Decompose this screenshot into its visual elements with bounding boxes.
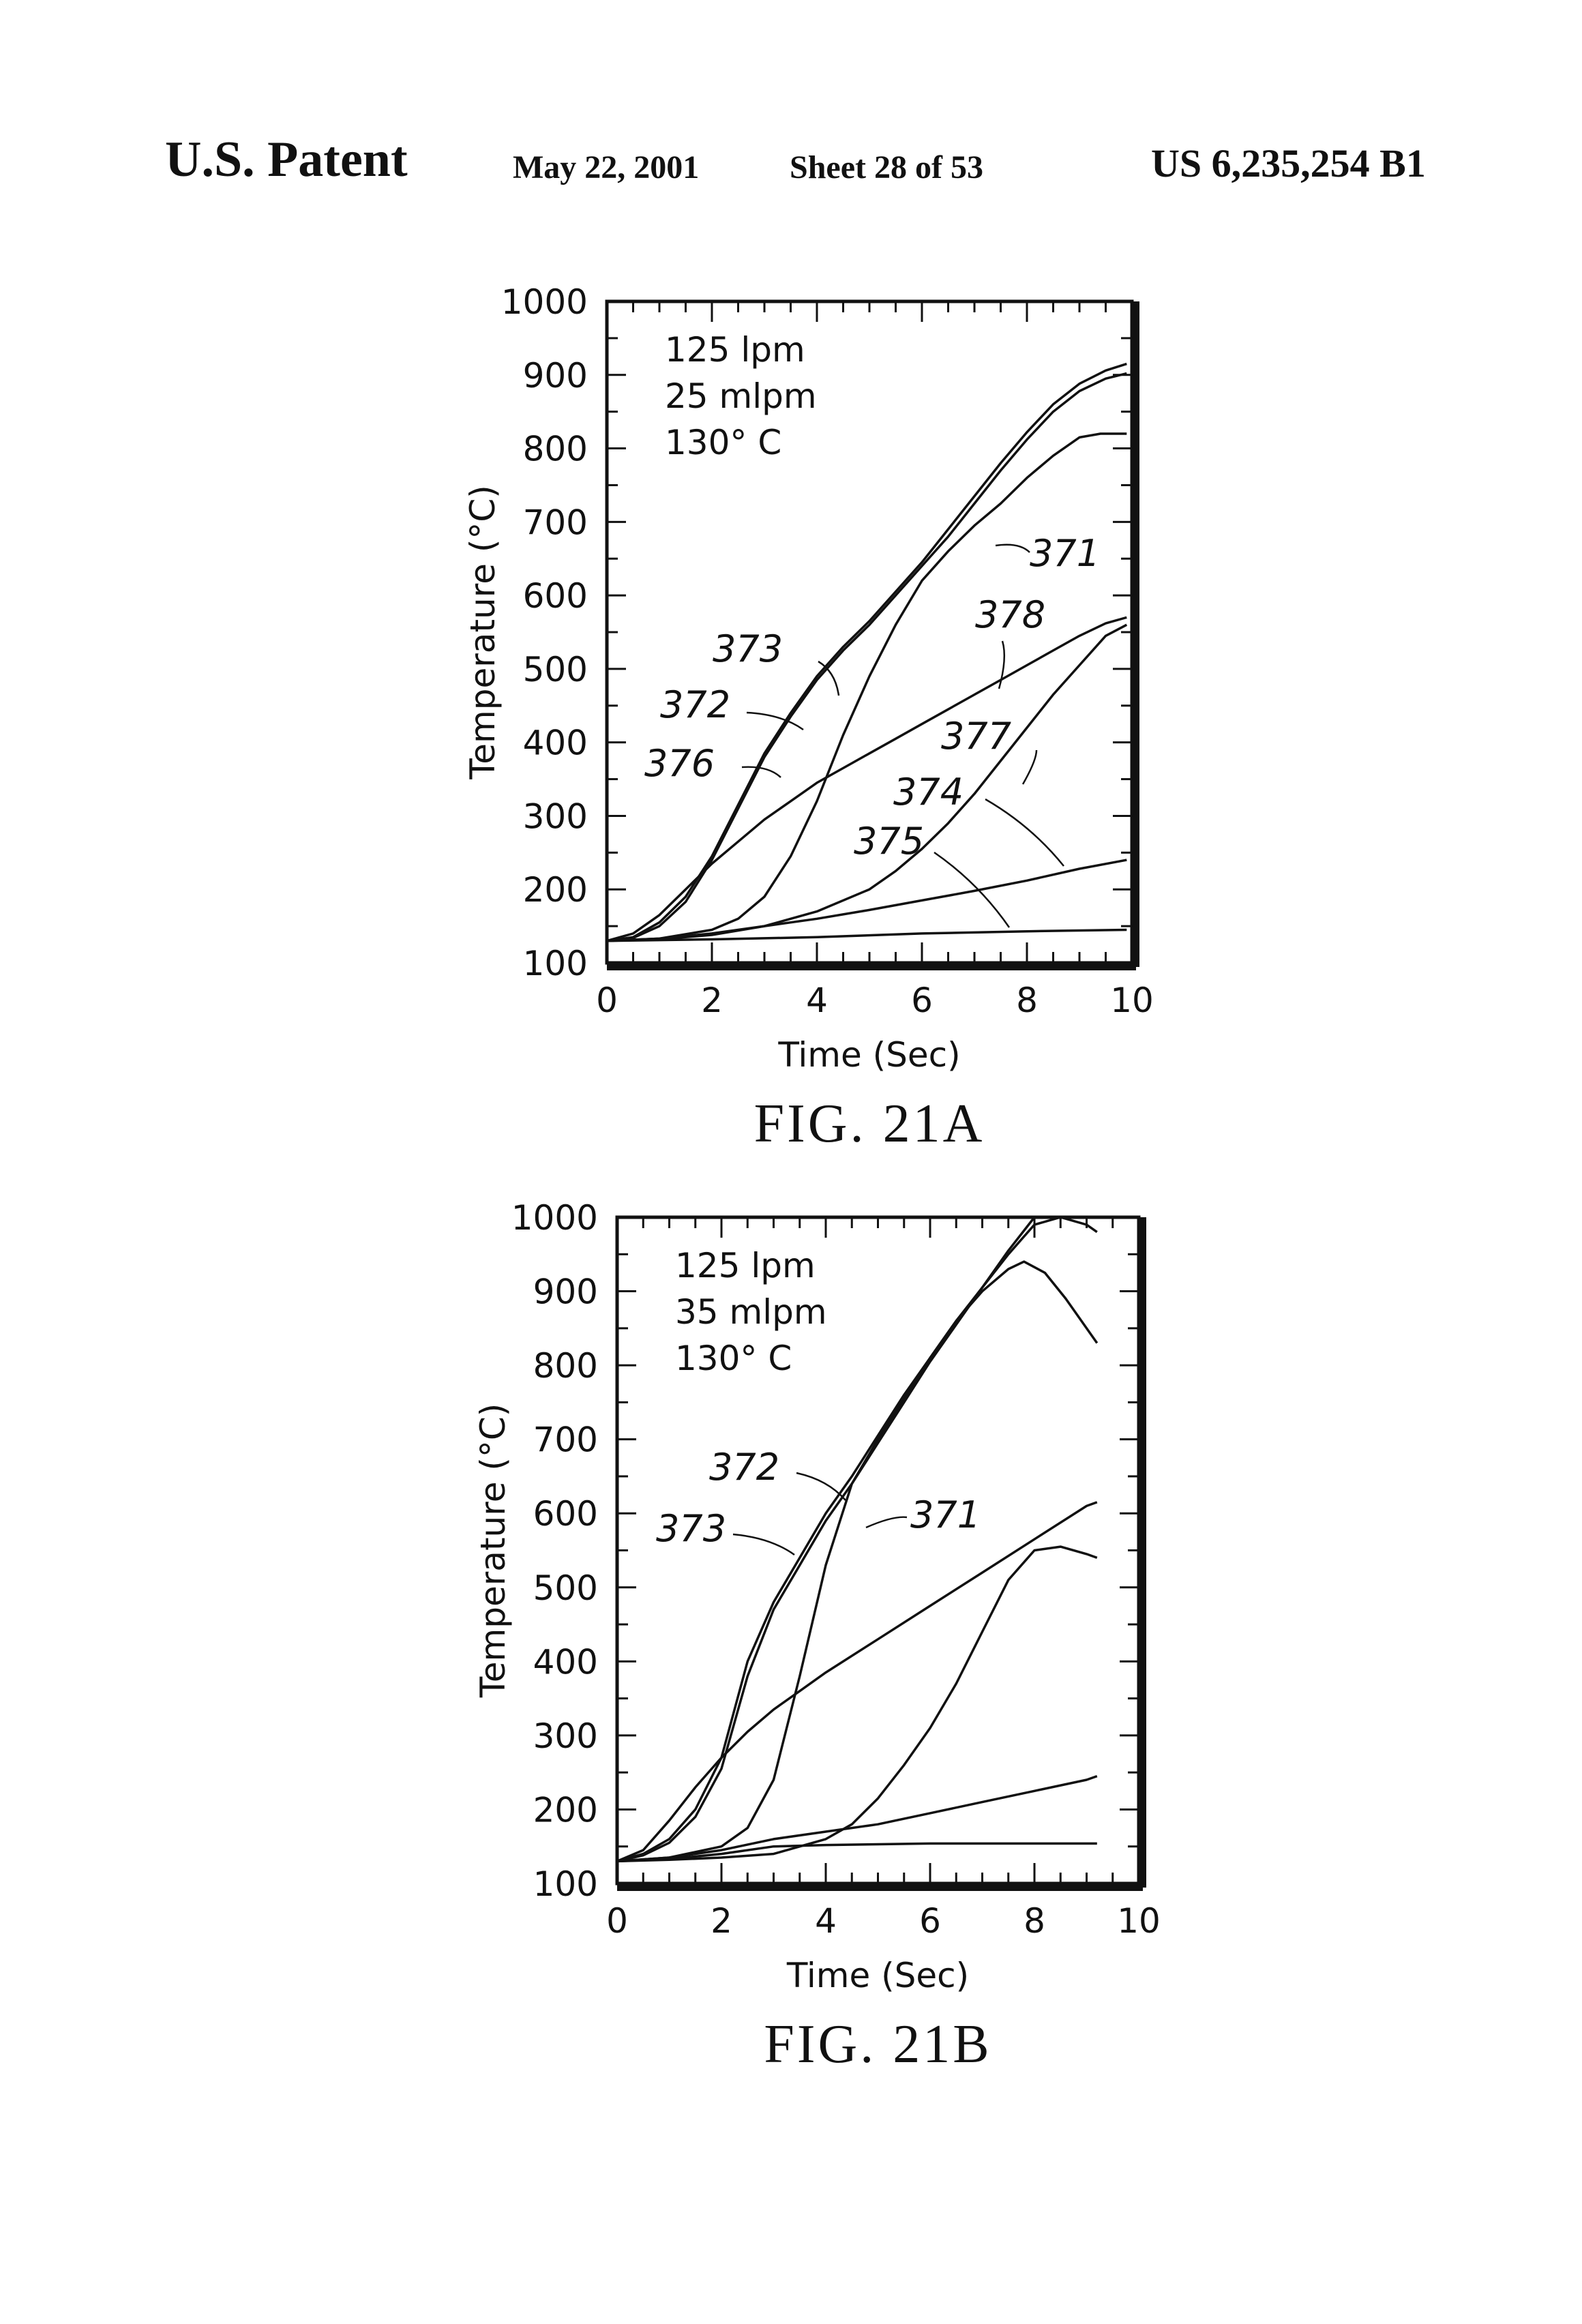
- curve-leader-line: [733, 1534, 794, 1555]
- condition-annotation: 130° C: [675, 1339, 792, 1378]
- curve-label-372: 372: [709, 1446, 779, 1489]
- x-tick-label: 8: [1016, 981, 1038, 1020]
- y-tick-label: 500: [533, 1568, 598, 1608]
- x-tick-label: 4: [806, 981, 828, 1020]
- x-tick-label: 10: [1110, 981, 1154, 1020]
- patent-header-title: U.S. Patent: [165, 131, 408, 189]
- y-tick-label: 100: [523, 944, 588, 983]
- curve-leader-line: [747, 713, 803, 730]
- curve-leader-line: [1023, 750, 1036, 784]
- curve-leader-line: [742, 767, 781, 777]
- y-tick-label: 200: [533, 1790, 598, 1830]
- y-tick-label: 900: [533, 1272, 598, 1312]
- y-tick-label: 600: [523, 576, 588, 616]
- y-tick-label: 400: [523, 724, 588, 763]
- y-tick-label: 100: [533, 1864, 598, 1904]
- curve-label-372: 372: [660, 683, 730, 726]
- curve-label-378: 378: [975, 593, 1045, 636]
- y-tick-label: 700: [533, 1420, 598, 1460]
- figure-caption: FIG. 21A: [754, 1094, 985, 1154]
- y-tick-label: 500: [523, 650, 588, 689]
- patent-header-number: US 6,235,254 B1: [1151, 140, 1426, 186]
- condition-annotation: 125 lpm: [665, 330, 805, 370]
- y-tick-label: 800: [533, 1346, 598, 1386]
- y-axis-label: Temperature (°C): [463, 485, 503, 780]
- curve-leader-line: [934, 852, 1009, 927]
- y-tick-label: 1000: [501, 282, 588, 322]
- patent-header-date: May 22, 2001: [513, 149, 699, 186]
- x-axis-label: Time (Sec): [786, 1956, 969, 1995]
- curve-label-376: 376: [644, 742, 715, 785]
- x-axis-label: Time (Sec): [777, 1035, 960, 1075]
- y-tick-label: 1000: [511, 1198, 598, 1238]
- figure-21b-chart: 1002003004005006007008009001000 0246810 …: [0, 1173, 1582, 2073]
- series-line-4: [617, 1502, 1097, 1862]
- x-tick-label: 0: [596, 981, 618, 1020]
- y-tick-label: 300: [523, 796, 588, 836]
- x-tick-label: 6: [911, 981, 933, 1020]
- y-tick-label: 600: [533, 1494, 598, 1534]
- curve-label-377: 377: [941, 715, 1011, 758]
- y-axis-label: Temperature (°C): [473, 1403, 513, 1699]
- x-tick-label: 8: [1024, 1901, 1045, 1941]
- curve-label-371: 371: [910, 1493, 981, 1536]
- x-tick-label: 10: [1117, 1901, 1161, 1941]
- figure-21a-chart: 1002003004005006007008009001000 0246810 …: [0, 259, 1582, 1159]
- y-tick-label: 400: [533, 1642, 598, 1682]
- curve-leader-line: [866, 1517, 907, 1528]
- figure-caption: FIG. 21B: [764, 2014, 991, 2073]
- curve-label-373: 373: [713, 627, 783, 670]
- curve-label-373: 373: [656, 1507, 726, 1550]
- curve-label-375: 375: [854, 820, 924, 863]
- x-tick-label: 4: [815, 1901, 837, 1941]
- x-tick-label: 0: [606, 1901, 628, 1941]
- series-line-377: [607, 860, 1126, 941]
- curve-leader-line: [985, 799, 1064, 866]
- y-tick-label: 300: [533, 1716, 598, 1756]
- y-tick-label: 200: [523, 870, 588, 910]
- series-line-5: [617, 1547, 1097, 1861]
- curve-leader-line: [996, 545, 1030, 552]
- curve-label-374: 374: [893, 771, 964, 814]
- x-tick-label: 6: [919, 1901, 941, 1941]
- x-tick-label: 2: [711, 1901, 732, 1941]
- condition-annotation: 25 mlpm: [665, 376, 817, 416]
- x-tick-label: 2: [701, 981, 723, 1020]
- condition-annotation: 130° C: [665, 423, 781, 462]
- curve-label-371: 371: [1030, 532, 1100, 575]
- condition-annotation: 125 lpm: [675, 1246, 816, 1285]
- y-tick-label: 700: [523, 503, 588, 542]
- condition-annotation: 35 mlpm: [675, 1292, 827, 1332]
- y-tick-label: 900: [523, 356, 588, 396]
- patent-header-sheet: Sheet 28 of 53: [790, 149, 983, 186]
- y-tick-label: 800: [523, 430, 588, 469]
